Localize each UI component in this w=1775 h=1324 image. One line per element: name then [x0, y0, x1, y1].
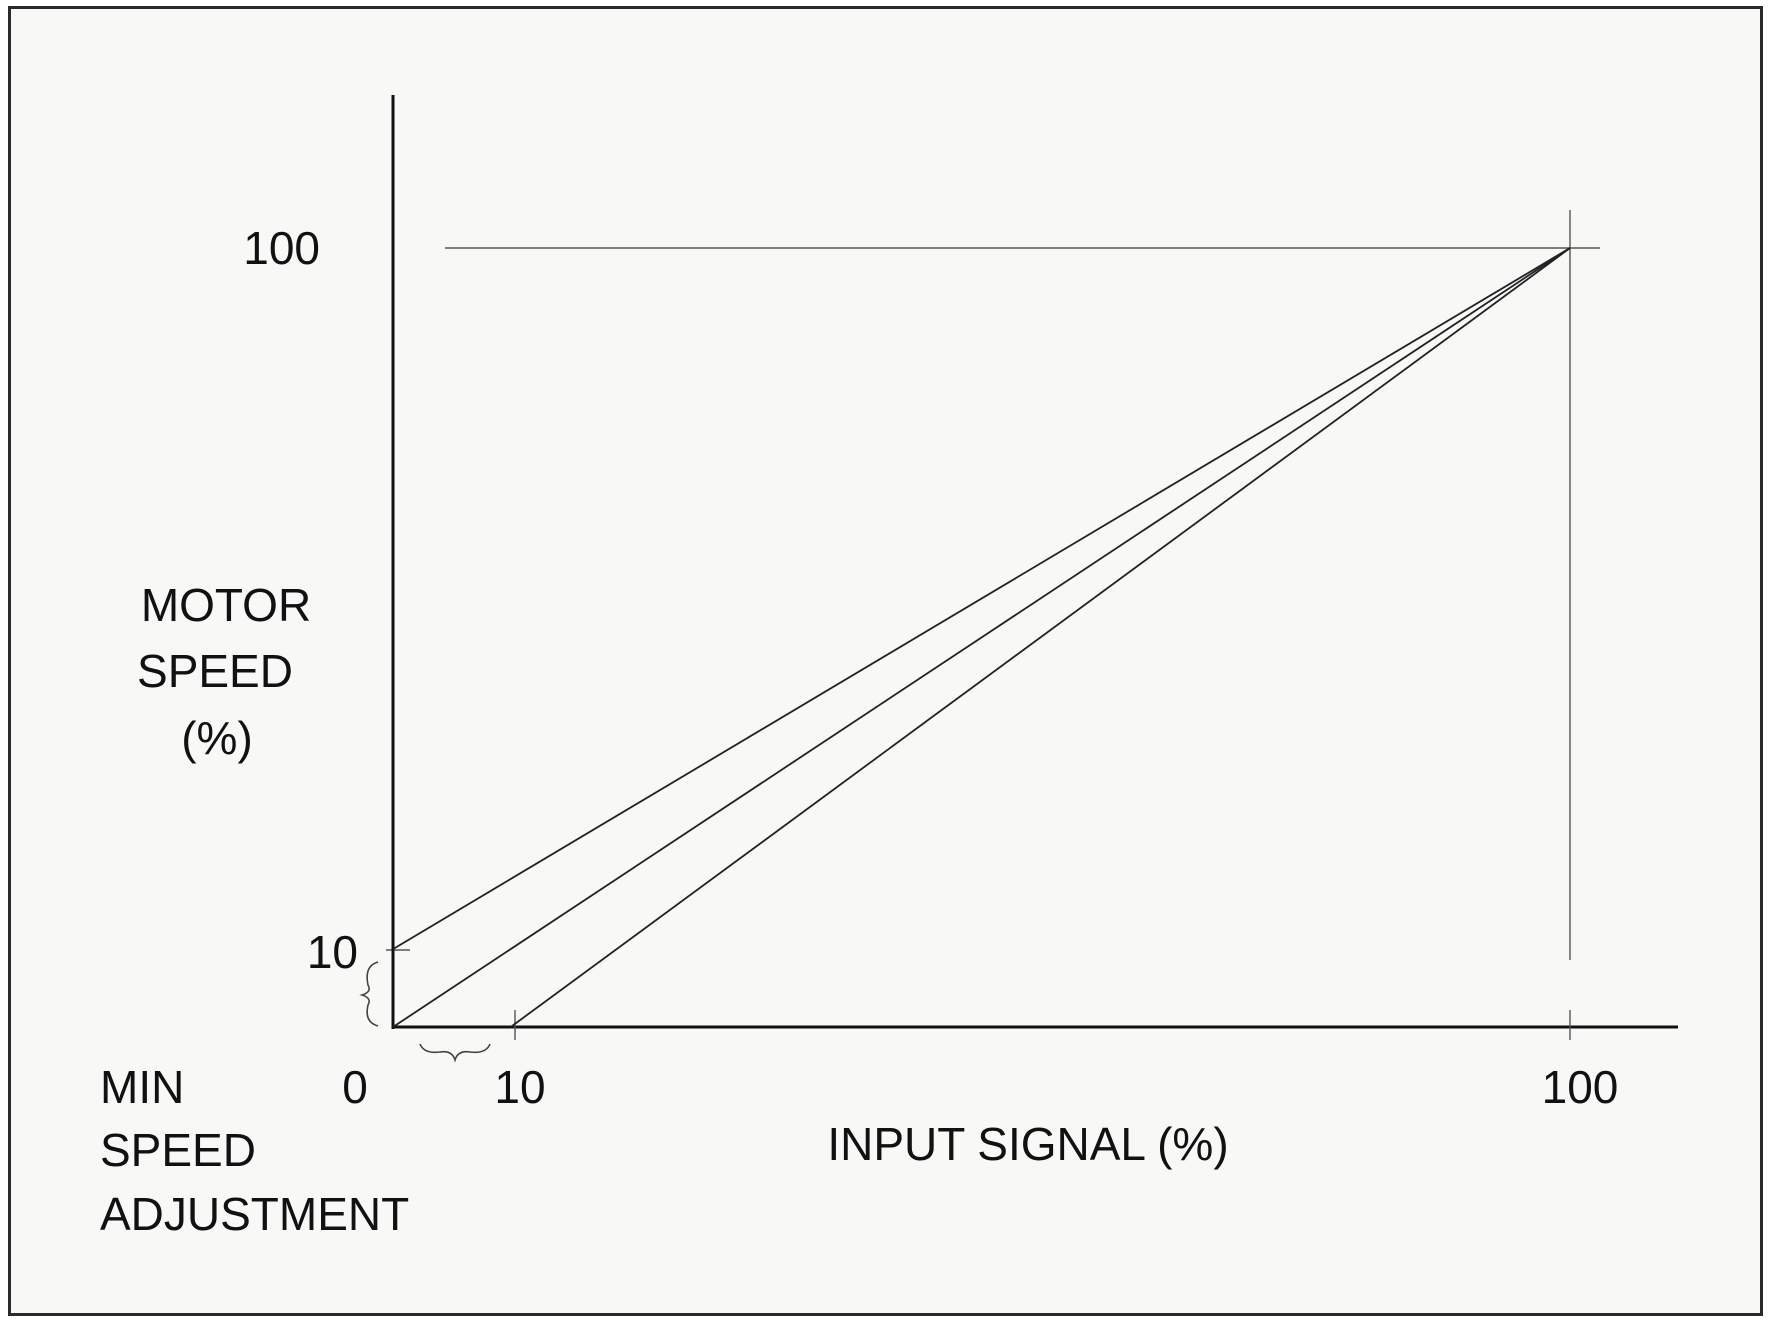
x-min-brace — [419, 1043, 491, 1063]
series-line-1 — [392, 247, 1571, 950]
x-axis-label: INPUT SIGNAL (%) — [827, 1118, 1228, 1170]
y-axis-label-line1: MOTOR — [141, 579, 311, 631]
x-tick-0: 0 — [342, 1061, 368, 1113]
y-axis-label-line3: (%) — [181, 712, 253, 764]
series-layer — [392, 247, 1571, 1028]
y-min-brace — [359, 961, 379, 1027]
annotation-line3: ADJUSTMENT — [100, 1188, 409, 1240]
series-line-3 — [510, 247, 1571, 1028]
annotation-line2: SPEED — [100, 1124, 256, 1176]
series-line-2 — [392, 247, 1571, 1028]
chart-frame — [8, 6, 1763, 1316]
x-tick-100: 100 — [1542, 1061, 1619, 1113]
x-tick-10: 10 — [494, 1061, 545, 1113]
y-axis-label-line2: SPEED — [137, 645, 293, 697]
annotation-line1: MIN — [100, 1061, 184, 1113]
y-tick-100: 100 — [243, 222, 320, 274]
y-tick-10: 10 — [307, 926, 358, 978]
